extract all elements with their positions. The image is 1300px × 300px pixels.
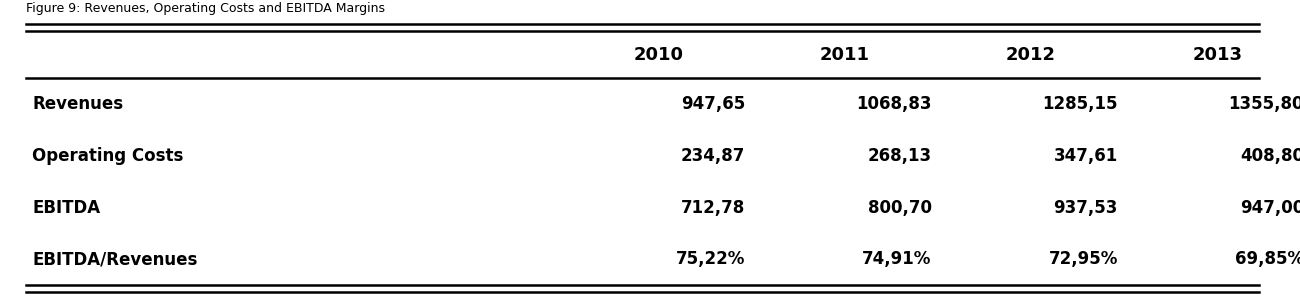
Text: 75,22%: 75,22% xyxy=(676,250,745,268)
Text: Revenues: Revenues xyxy=(32,95,124,113)
Text: 1068,83: 1068,83 xyxy=(855,95,932,113)
Text: 800,70: 800,70 xyxy=(867,199,932,217)
Text: 2011: 2011 xyxy=(820,46,870,64)
Text: EBITDA/Revenues: EBITDA/Revenues xyxy=(32,250,198,268)
Text: 268,13: 268,13 xyxy=(867,147,932,165)
Text: 2013: 2013 xyxy=(1192,46,1243,64)
Text: 347,61: 347,61 xyxy=(1053,147,1118,165)
Text: 69,85%: 69,85% xyxy=(1235,250,1300,268)
Text: Figure 9: Revenues, Operating Costs and EBITDA Margins: Figure 9: Revenues, Operating Costs and … xyxy=(26,2,385,16)
Text: 234,87: 234,87 xyxy=(681,147,745,165)
Text: 74,91%: 74,91% xyxy=(862,250,932,268)
Text: 937,53: 937,53 xyxy=(1053,199,1118,217)
Text: 947,00: 947,00 xyxy=(1240,199,1300,217)
Text: 72,95%: 72,95% xyxy=(1049,250,1118,268)
Text: Operating Costs: Operating Costs xyxy=(32,147,183,165)
Text: 947,65: 947,65 xyxy=(681,95,745,113)
Text: 2010: 2010 xyxy=(633,46,684,64)
Text: 712,78: 712,78 xyxy=(681,199,745,217)
Text: 1355,80: 1355,80 xyxy=(1228,95,1300,113)
Text: EBITDA: EBITDA xyxy=(32,199,100,217)
Text: 408,80: 408,80 xyxy=(1240,147,1300,165)
Text: 1285,15: 1285,15 xyxy=(1043,95,1118,113)
Text: 2012: 2012 xyxy=(1006,46,1056,64)
